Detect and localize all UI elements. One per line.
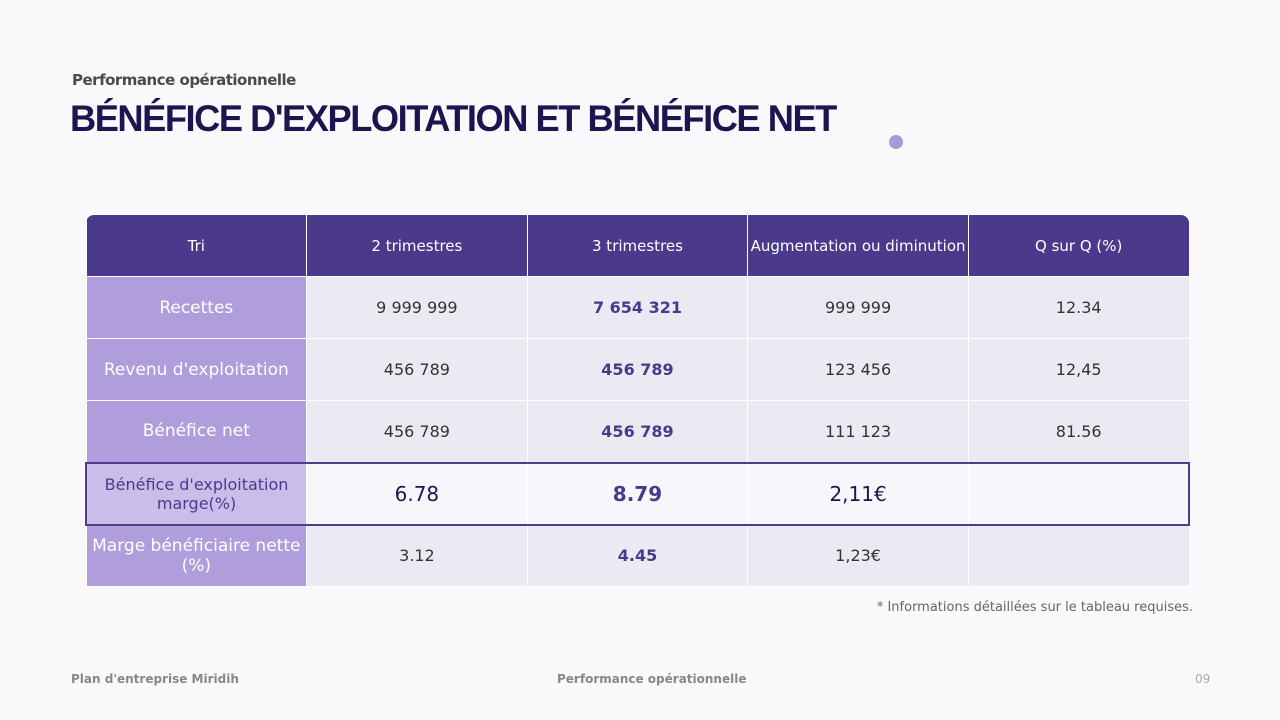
table-cell: 3.12	[306, 524, 528, 587]
table-cell: 456 789	[306, 338, 528, 401]
row-label: Recettes	[85, 276, 308, 339]
data-table: Tri 2 trimestres 3 trimestres Augmentati…	[85, 214, 1190, 587]
table-cell: 81.56	[967, 400, 1190, 463]
footer-left: Plan d'entreprise Miridih	[71, 672, 239, 686]
footnote: * Informations détaillées sur le tableau…	[876, 600, 1193, 615]
row-label: Bénéfice d'exploitation marge(%)	[85, 461, 308, 526]
column-header: Augmentation ou diminution	[747, 214, 969, 277]
table-cell: 12,45	[967, 338, 1190, 401]
footer-center: Performance opérationnelle	[557, 672, 747, 686]
table-cell: 6.78	[306, 461, 528, 526]
table-row: Bénéfice net 456 789 456 789 111 123 81.…	[85, 400, 1190, 463]
table-cell	[967, 461, 1190, 526]
table-cell: 123 456	[747, 338, 969, 401]
table-cell: 8.79	[526, 461, 749, 526]
row-label: Revenu d'exploitation	[85, 338, 308, 401]
table-header-row: Tri 2 trimestres 3 trimestres Augmentati…	[85, 214, 1190, 277]
page-number: 09	[1195, 672, 1211, 686]
table-row: Revenu d'exploitation 456 789 456 789 12…	[85, 338, 1190, 401]
column-header: 2 trimestres	[306, 214, 528, 277]
table-row: Marge bénéficiaire nette (%) 3.12 4.45 1…	[85, 524, 1190, 587]
row-label: Marge bénéficiaire nette (%)	[85, 524, 308, 587]
section-subtitle: Performance opérationnelle	[72, 71, 296, 89]
table-cell: 111 123	[747, 400, 969, 463]
table-cell: 12.34	[967, 276, 1190, 339]
table-cell: 1,23€	[747, 524, 969, 587]
row-label: Bénéfice net	[85, 400, 308, 463]
table-cell: 4.45	[526, 524, 749, 587]
page-title: BÉNÉFICE D'EXPLOITATION ET BÉNÉFICE NET	[70, 98, 837, 139]
accent-dot	[889, 135, 903, 149]
table-cell: 999 999	[747, 276, 969, 339]
highlighted-table-row: Bénéfice d'exploitation marge(%) 6.78 8.…	[85, 461, 1190, 526]
table-row: Recettes 9 999 999 7 654 321 999 999 12.…	[85, 276, 1190, 339]
table-cell: 9 999 999	[306, 276, 528, 339]
column-header: 3 trimestres	[526, 214, 749, 277]
table-cell: 456 789	[526, 338, 749, 401]
table-cell	[967, 524, 1190, 587]
column-header: Q sur Q (%)	[967, 214, 1190, 277]
table-cell: 456 789	[306, 400, 528, 463]
table-cell: 7 654 321	[526, 276, 749, 339]
table-cell: 456 789	[526, 400, 749, 463]
column-header: Tri	[85, 214, 308, 277]
table-cell: 2,11€	[747, 461, 969, 526]
